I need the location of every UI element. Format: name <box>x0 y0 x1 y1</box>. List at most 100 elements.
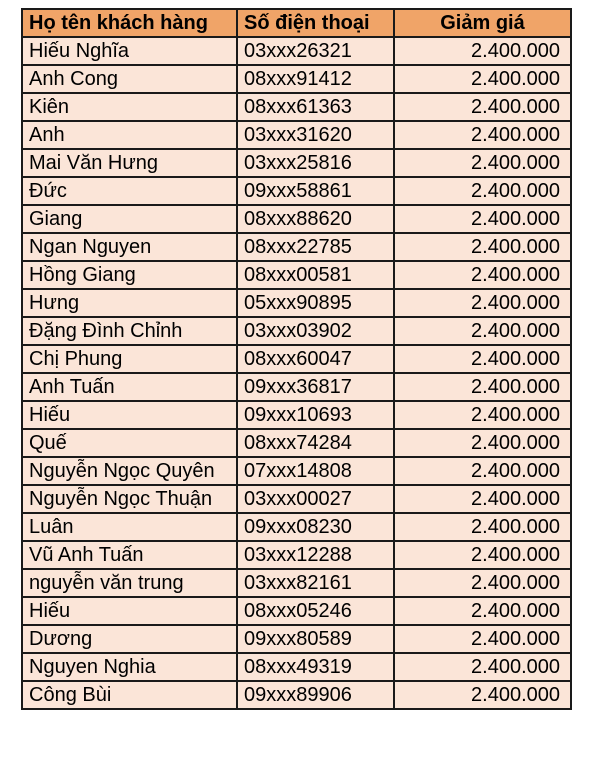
customer-name-cell: Dương <box>21 624 238 654</box>
table-row: Chị Phung 08xxx60047 2.400.000 <box>21 344 572 374</box>
table-row: Hưng 05xxx90895 2.400.000 <box>21 288 572 318</box>
discount-cell: 2.400.000 <box>393 512 572 542</box>
table-row: Ngan Nguyen 08xxx22785 2.400.000 <box>21 232 572 262</box>
customer-name-cell: nguyễn văn trung <box>21 568 238 598</box>
table-row: Hiếu 09xxx10693 2.400.000 <box>21 400 572 430</box>
customer-name-cell: Anh Tuấn <box>21 372 238 402</box>
table-row: Nguyễn Ngọc Quyên 07xxx14808 2.400.000 <box>21 456 572 486</box>
table-row: Quế 08xxx74284 2.400.000 <box>21 428 572 458</box>
phone-number-cell: 07xxx14808 <box>236 456 395 486</box>
phone-number-cell: 08xxx49319 <box>236 652 395 682</box>
table-row: Dương 09xxx80589 2.400.000 <box>21 624 572 654</box>
discount-cell: 2.400.000 <box>393 428 572 458</box>
customer-name-cell: Kiên <box>21 92 238 122</box>
phone-number-cell: 03xxx31620 <box>236 120 395 150</box>
customer-name-cell: Hưng <box>21 288 238 318</box>
discount-cell: 2.400.000 <box>393 148 572 178</box>
discount-cell: 2.400.000 <box>393 288 572 318</box>
phone-number-cell: 09xxx80589 <box>236 624 395 654</box>
table-row: Mai Văn Hưng 03xxx25816 2.400.000 <box>21 148 572 178</box>
phone-number-cell: 05xxx90895 <box>236 288 395 318</box>
phone-number-cell: 08xxx05246 <box>236 596 395 626</box>
phone-number-cell: 08xxx88620 <box>236 204 395 234</box>
discount-cell: 2.400.000 <box>393 316 572 346</box>
discount-cell: 2.400.000 <box>393 680 572 710</box>
customer-name-cell: Chị Phung <box>21 344 238 374</box>
customer-name-cell: Anh Cong <box>21 64 238 94</box>
customer-discount-table: Họ tên khách hàng Số điện thoại Giảm giá… <box>21 8 572 710</box>
phone-number-cell: 03xxx82161 <box>236 568 395 598</box>
header-row: Họ tên khách hàng Số điện thoại Giảm giá <box>21 8 572 38</box>
discount-cell: 2.400.000 <box>393 204 572 234</box>
discount-cell: 2.400.000 <box>393 652 572 682</box>
table-body: Hiếu Nghĩa 03xxx26321 2.400.000 Anh Cong… <box>21 36 572 710</box>
phone-number-cell: 08xxx61363 <box>236 92 395 122</box>
table-row: Giang 08xxx88620 2.400.000 <box>21 204 572 234</box>
phone-number-cell: 09xxx36817 <box>236 372 395 402</box>
table-row: Hồng Giang 08xxx00581 2.400.000 <box>21 260 572 290</box>
discount-cell: 2.400.000 <box>393 344 572 374</box>
discount-cell: 2.400.000 <box>393 624 572 654</box>
phone-number-cell: 08xxx00581 <box>236 260 395 290</box>
discount-cell: 2.400.000 <box>393 120 572 150</box>
discount-cell: 2.400.000 <box>393 484 572 514</box>
header-customer-name: Họ tên khách hàng <box>21 8 238 38</box>
customer-name-cell: Quế <box>21 428 238 458</box>
table-row: Nguyen Nghia 08xxx49319 2.400.000 <box>21 652 572 682</box>
phone-number-cell: 03xxx03902 <box>236 316 395 346</box>
customer-name-cell: Ngan Nguyen <box>21 232 238 262</box>
customer-name-cell: Giang <box>21 204 238 234</box>
phone-number-cell: 03xxx12288 <box>236 540 395 570</box>
table-row: Đặng Đình Chỉnh 03xxx03902 2.400.000 <box>21 316 572 346</box>
customer-name-cell: Nguyễn Ngọc Thuận <box>21 484 238 514</box>
table-row: Anh 03xxx31620 2.400.000 <box>21 120 572 150</box>
customer-name-cell: Luân <box>21 512 238 542</box>
customer-name-cell: Công Bùi <box>21 680 238 710</box>
table-row: Anh Cong 08xxx91412 2.400.000 <box>21 64 572 94</box>
customer-name-cell: Mai Văn Hưng <box>21 148 238 178</box>
discount-cell: 2.400.000 <box>393 64 572 94</box>
customer-name-cell: Nguyễn Ngọc Quyên <box>21 456 238 486</box>
table-row: nguyễn văn trung 03xxx82161 2.400.000 <box>21 568 572 598</box>
customer-name-cell: Hồng Giang <box>21 260 238 290</box>
customer-name-cell: Nguyen Nghia <box>21 652 238 682</box>
phone-number-cell: 03xxx25816 <box>236 148 395 178</box>
table-row: Vũ Anh Tuấn 03xxx12288 2.400.000 <box>21 540 572 570</box>
phone-number-cell: 09xxx10693 <box>236 400 395 430</box>
table-row: Luân 09xxx08230 2.400.000 <box>21 512 572 542</box>
phone-number-cell: 08xxx22785 <box>236 232 395 262</box>
customer-name-cell: Đặng Đình Chỉnh <box>21 316 238 346</box>
discount-cell: 2.400.000 <box>393 260 572 290</box>
phone-number-cell: 08xxx91412 <box>236 64 395 94</box>
phone-number-cell: 09xxx89906 <box>236 680 395 710</box>
phone-number-cell: 08xxx60047 <box>236 344 395 374</box>
discount-cell: 2.400.000 <box>393 568 572 598</box>
phone-number-cell: 08xxx74284 <box>236 428 395 458</box>
customer-name-cell: Đức <box>21 176 238 206</box>
phone-number-cell: 09xxx58861 <box>236 176 395 206</box>
customer-name-cell: Hiếu <box>21 596 238 626</box>
discount-cell: 2.400.000 <box>393 372 572 402</box>
table-row: Kiên 08xxx61363 2.400.000 <box>21 92 572 122</box>
discount-cell: 2.400.000 <box>393 36 572 66</box>
discount-cell: 2.400.000 <box>393 540 572 570</box>
table-header: Họ tên khách hàng Số điện thoại Giảm giá <box>21 8 572 38</box>
customer-name-cell: Hiếu Nghĩa <box>21 36 238 66</box>
table-row: Hiếu Nghĩa 03xxx26321 2.400.000 <box>21 36 572 66</box>
header-phone-number: Số điện thoại <box>236 8 395 38</box>
customer-name-cell: Hiếu <box>21 400 238 430</box>
discount-cell: 2.400.000 <box>393 596 572 626</box>
header-discount: Giảm giá <box>393 8 572 38</box>
discount-cell: 2.400.000 <box>393 400 572 430</box>
discount-cell: 2.400.000 <box>393 232 572 262</box>
table-row: Đức 09xxx58861 2.400.000 <box>21 176 572 206</box>
phone-number-cell: 03xxx26321 <box>236 36 395 66</box>
table-row: Nguyễn Ngọc Thuận 03xxx00027 2.400.000 <box>21 484 572 514</box>
phone-number-cell: 03xxx00027 <box>236 484 395 514</box>
discount-cell: 2.400.000 <box>393 92 572 122</box>
table-row: Hiếu 08xxx05246 2.400.000 <box>21 596 572 626</box>
discount-cell: 2.400.000 <box>393 176 572 206</box>
discount-cell: 2.400.000 <box>393 456 572 486</box>
customer-name-cell: Anh <box>21 120 238 150</box>
table-row: Công Bùi 09xxx89906 2.400.000 <box>21 680 572 710</box>
